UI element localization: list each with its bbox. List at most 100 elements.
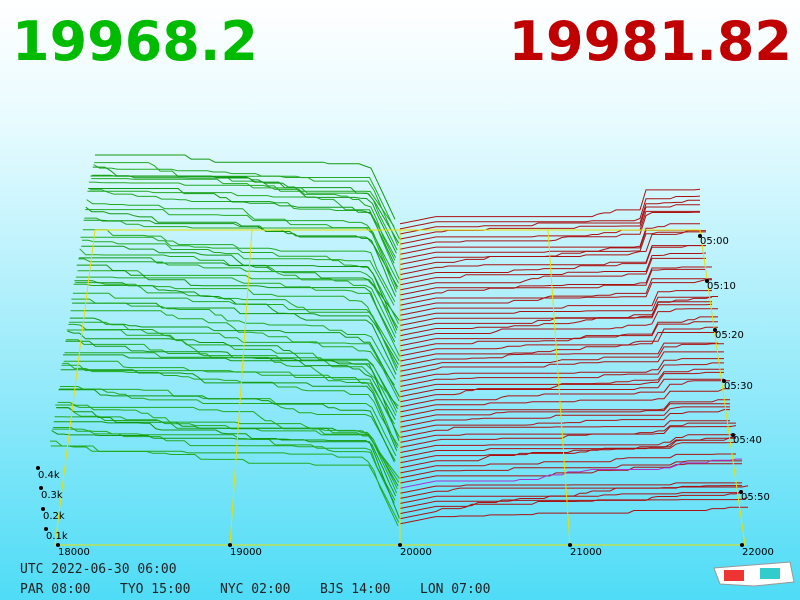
bid-depth-line — [53, 421, 397, 497]
ask-depth-line — [399, 378, 724, 398]
tick-dot — [41, 507, 45, 511]
ask-depth-line — [399, 441, 737, 464]
tick-dot — [228, 543, 232, 547]
volume-label: 0.4k — [38, 470, 60, 481]
bid-depth-line — [82, 239, 395, 306]
glasses-icon — [713, 561, 795, 587]
ask-depth-line — [399, 358, 724, 382]
ask-depth-line — [399, 453, 736, 474]
price-label: 22000 — [742, 547, 774, 558]
ask-depth-line — [399, 368, 724, 403]
ask-depth-line — [399, 351, 724, 377]
bid-depth-line — [62, 362, 399, 446]
ask-depth-line — [399, 326, 718, 362]
ask-depth-line — [399, 303, 713, 332]
bid-depth-line — [81, 245, 400, 321]
time-label: 05:00 — [700, 236, 729, 247]
bid-depth-line — [71, 298, 396, 380]
tick-dot — [36, 466, 40, 470]
ask-depth-line — [399, 497, 749, 520]
bid-depth-line — [58, 389, 395, 463]
ask-depth-line — [399, 399, 730, 418]
ask-depth-line — [399, 343, 724, 372]
ask-depth-line — [399, 371, 724, 393]
bid-depth-line — [72, 292, 398, 371]
ask-depth-line — [399, 491, 743, 509]
ask-depth-line — [399, 245, 706, 276]
ask-depth-line — [399, 257, 706, 291]
bid-depth-line — [63, 354, 400, 441]
floor-outline — [54, 229, 746, 546]
ask-depth-line — [399, 420, 730, 438]
ask-depth-line — [399, 296, 712, 321]
ask-depth-line — [399, 308, 718, 342]
ask-depth-line — [399, 425, 737, 443]
ask-depth-line — [399, 409, 730, 433]
tick-dot — [39, 486, 43, 490]
bid-depth-line — [64, 352, 395, 425]
time-label: 05:40 — [733, 435, 762, 446]
ask-depth-line — [399, 316, 718, 347]
tick-dot — [698, 234, 702, 238]
bid-depth-line — [95, 154, 396, 220]
time-label: 05:30 — [724, 381, 753, 392]
bid-depth-line — [73, 283, 399, 369]
bid-depth-line — [83, 219, 397, 297]
ask-depth-line — [399, 485, 749, 515]
ask-depth-line — [399, 422, 736, 448]
ask-depth-line — [399, 342, 718, 367]
ask-depth-line — [399, 210, 700, 245]
bid-depth-line — [61, 364, 398, 449]
city-time: TYO 15:00 — [120, 582, 190, 597]
ask-depth-line — [399, 388, 730, 413]
time-label: 05:20 — [715, 330, 744, 341]
bid-depth-line — [82, 229, 396, 303]
bid-depth-line — [75, 276, 401, 358]
bid-depth-line — [91, 178, 398, 251]
ask-depth-line — [399, 485, 742, 499]
bid-depth-line — [69, 321, 400, 402]
bid-depth-line — [85, 209, 398, 290]
bid-depth-line — [88, 181, 396, 261]
time-label: 05:50 — [741, 492, 770, 503]
bid-depth-line — [70, 310, 396, 386]
ask-depth-line — [399, 321, 718, 352]
bid-depth-line — [51, 430, 400, 519]
bid-depth-line — [78, 258, 397, 334]
ask-depth-line — [399, 230, 706, 271]
volume-label: 0.3k — [41, 490, 63, 501]
bid-depth-line — [53, 427, 396, 501]
bid-depth-line — [93, 164, 400, 240]
volume-label: 0.1k — [46, 531, 68, 542]
bid-depth-line — [52, 428, 395, 504]
bid-depth-line — [69, 317, 401, 398]
bid-depth-line — [59, 388, 396, 461]
price-label: 19000 — [230, 547, 262, 558]
bid-depth-line — [66, 329, 398, 413]
ask-depth-line — [399, 279, 712, 311]
bid-depth-line — [94, 162, 395, 227]
bid-depth-line — [65, 340, 396, 421]
price-label: 21000 — [570, 547, 602, 558]
ask-depth-line — [399, 380, 730, 408]
ask-depth-line — [399, 458, 742, 489]
depth-surface — [50, 154, 749, 527]
volume-label: 0.2k — [43, 511, 65, 522]
tick-dot — [731, 433, 735, 437]
price-label: 18000 — [58, 547, 90, 558]
bid-depth-line — [87, 190, 400, 280]
ask-depth-line — [399, 266, 712, 301]
ask-depth-line — [399, 506, 748, 525]
utc-time: UTC 2022-06-30 06:00 — [20, 562, 177, 577]
ask-depth-line — [399, 406, 730, 428]
bid-depth-line — [63, 360, 401, 439]
ask-depth-line — [399, 482, 742, 494]
bid-depth-line — [77, 270, 396, 338]
bid-depth-line — [76, 264, 396, 343]
ask-depth-line — [399, 296, 718, 337]
bid-depth-line — [57, 401, 400, 480]
bid-depth-line — [84, 217, 397, 293]
floor-line — [229, 229, 253, 546]
bid-depth-line — [55, 404, 398, 490]
